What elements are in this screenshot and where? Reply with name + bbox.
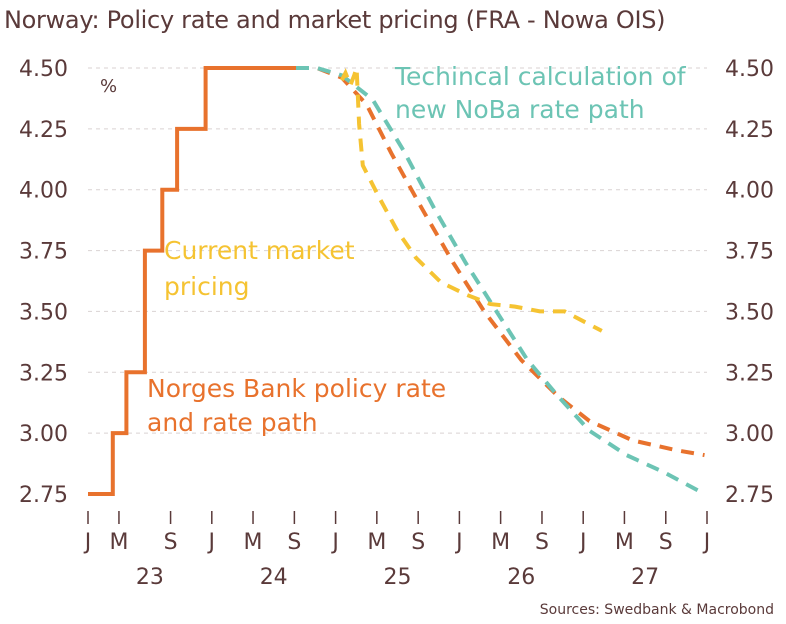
x-year-label: 24 (260, 565, 288, 590)
y-tick-label-right: 4.00 (725, 179, 774, 204)
x-tick-label: J (83, 530, 92, 555)
annotation-label: new NoBa rate path (395, 95, 645, 124)
x-tick-label: J (207, 530, 216, 555)
y-tick-label-left: 4.25 (19, 118, 68, 143)
x-year-label: 23 (136, 565, 164, 590)
annotation-label: Current market (164, 236, 355, 265)
annotation-label: Techincal calculation of (394, 62, 687, 91)
x-year-label: 26 (507, 565, 535, 590)
x-tick-label: J (578, 530, 587, 555)
annotation-label: and rate path (147, 408, 318, 437)
x-tick-label: S (164, 530, 178, 555)
annotation-label: pricing (164, 272, 250, 301)
x-tick-label: M (367, 530, 386, 555)
y-tick-label-right: 2.75 (725, 483, 774, 508)
x-tick-label: J (454, 530, 463, 555)
y-tick-label-right: 3.50 (725, 300, 774, 325)
y-tick-label-left: 4.50 (19, 57, 68, 82)
x-tick-label: M (244, 530, 263, 555)
y-tick-label-right: 4.25 (725, 118, 774, 143)
x-tick-label: M (615, 530, 634, 555)
chart-title: Norway: Policy rate and market pricing (… (4, 6, 666, 34)
series-line-3 (340, 67, 603, 333)
y-axis-left: 4.50 4.25 4.00 3.75 3.50 3.25 3.00 2.75 (19, 57, 68, 508)
y-tick-label-left: 3.75 (19, 240, 68, 265)
unit-label: % (100, 76, 117, 97)
x-tick-label: M (491, 530, 510, 555)
x-year-label: 25 (384, 565, 412, 590)
series-annotations: Techincal calculation of new NoBa rate pa… (147, 62, 687, 437)
series-line-1 (296, 66, 705, 458)
series-line-2 (296, 66, 706, 496)
x-tick-label: M (109, 530, 128, 555)
y-tick-label-right: 4.50 (725, 57, 774, 82)
series-lines (88, 66, 706, 496)
y-tick-label-right: 3.25 (725, 361, 774, 386)
x-tick-label: S (659, 530, 673, 555)
y-tick-label-left: 3.25 (19, 361, 68, 386)
source-note: Sources: Swedbank & Macrobond (539, 602, 774, 618)
x-axis: J M S J M S J M S J M S J M S J23 24 25 26 27 (83, 511, 711, 590)
y-tick-label-left: 4.00 (19, 179, 68, 204)
y-axis-right: 4.50 4.25 4.00 3.75 3.50 3.25 3.00 2.75 (725, 57, 774, 508)
x-tick-label: J (702, 530, 711, 555)
x-tick-label: S (535, 530, 549, 555)
y-tick-label-left: 3.00 (19, 422, 68, 447)
grid-lines (88, 67, 707, 434)
x-tick-label: S (411, 530, 425, 555)
y-tick-label-right: 3.00 (725, 422, 774, 447)
x-year-label: 27 (631, 565, 659, 590)
series-line-0 (88, 66, 296, 496)
y-tick-label-left: 3.50 (19, 300, 68, 325)
y-tick-label-right: 3.75 (725, 240, 774, 265)
x-tick-label: S (287, 530, 301, 555)
y-tick-label-left: 2.75 (19, 483, 68, 508)
x-tick-label: J (330, 530, 339, 555)
annotation-label: Norges Bank policy rate (147, 374, 446, 403)
